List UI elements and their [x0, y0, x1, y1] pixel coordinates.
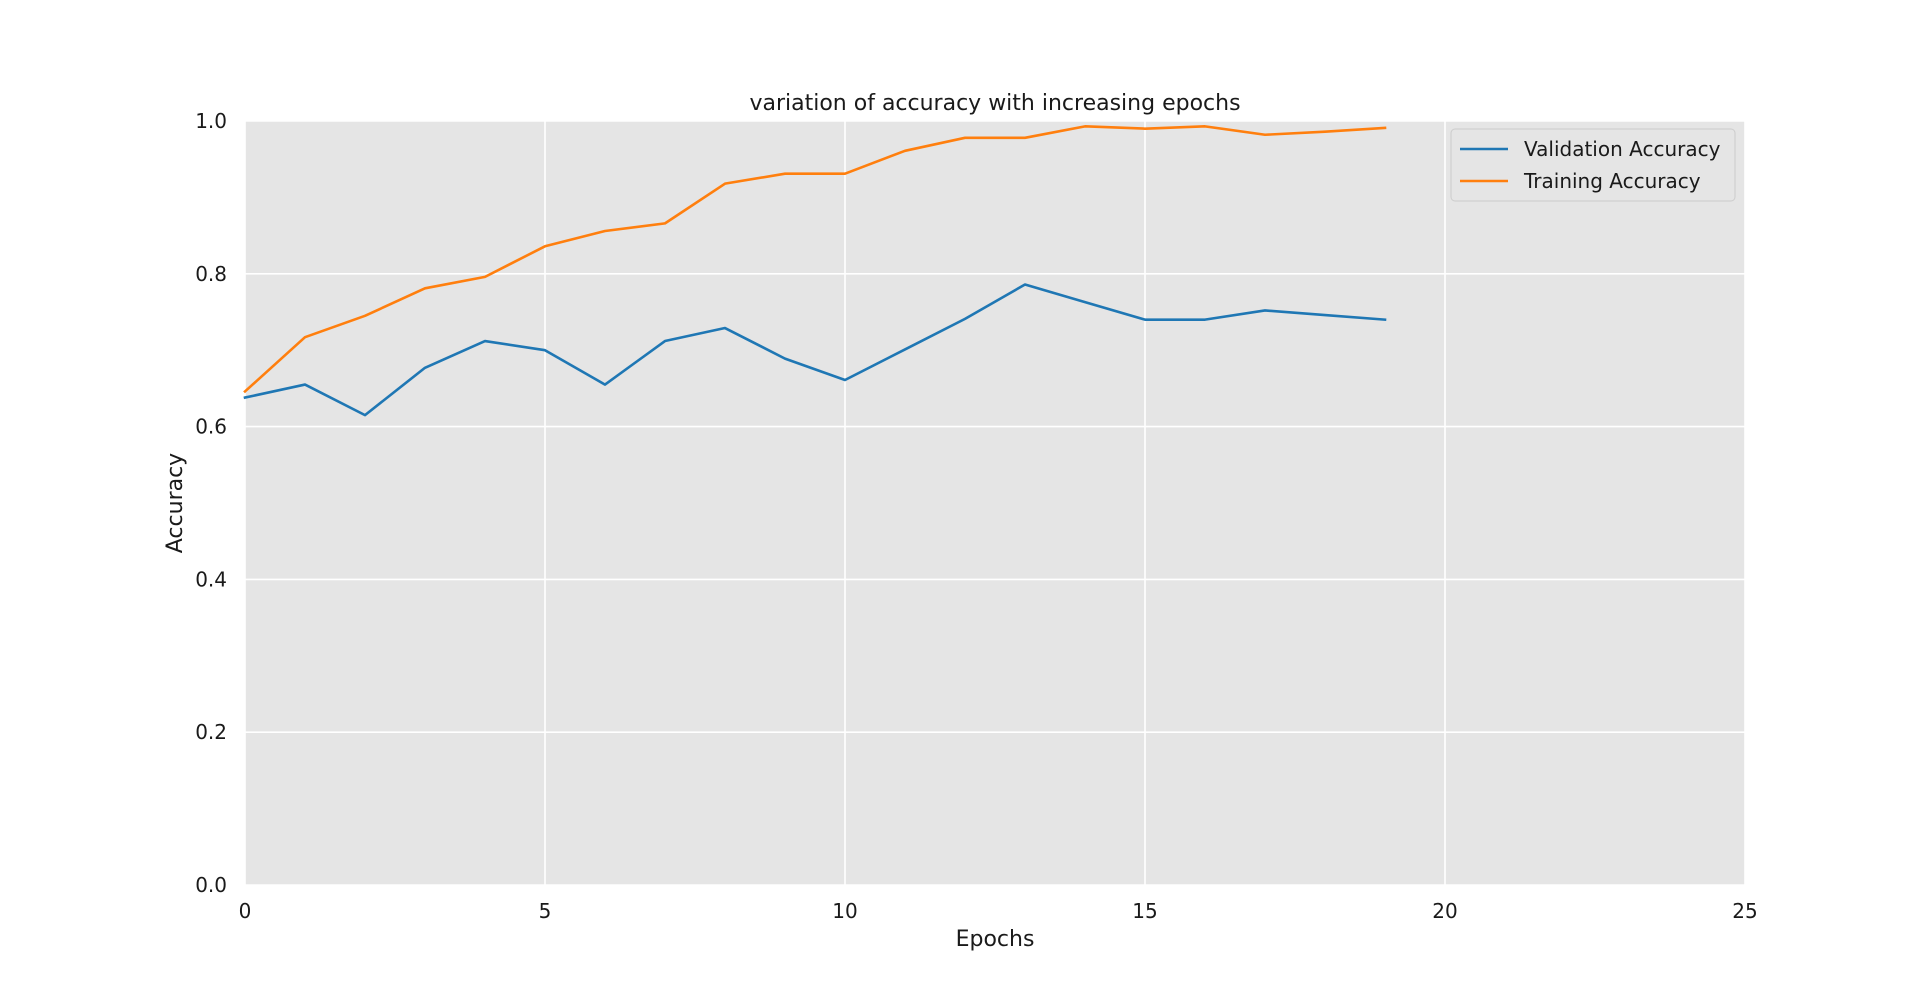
legend-label-training: Training Accuracy [1523, 169, 1701, 193]
y-axis-label: Accuracy [163, 453, 188, 553]
x-tick-label: 10 [832, 899, 857, 923]
y-tick-label: 0.0 [195, 873, 227, 897]
legend: Validation Accuracy Training Accuracy [1451, 129, 1735, 201]
y-tick-labels: 0.0 0.2 0.4 0.6 0.8 1.0 [195, 109, 227, 897]
y-tick-label: 0.4 [195, 567, 227, 591]
x-tick-label: 0 [239, 899, 252, 923]
y-tick-label: 1.0 [195, 109, 227, 133]
x-tick-label: 5 [539, 899, 552, 923]
y-tick-label: 0.8 [195, 262, 227, 286]
x-tick-labels: 0 5 10 15 20 25 [239, 899, 1758, 923]
y-tick-label: 0.6 [195, 415, 227, 439]
plot-background [245, 121, 1745, 885]
x-tick-label: 15 [1132, 899, 1157, 923]
x-axis-label: Epochs [956, 927, 1035, 952]
y-tick-label: 0.2 [195, 720, 227, 744]
chart-title: variation of accuracy with increasing ep… [749, 91, 1240, 116]
x-tick-label: 25 [1732, 899, 1757, 923]
legend-label-validation: Validation Accuracy [1524, 137, 1721, 161]
x-tick-label: 20 [1432, 899, 1457, 923]
